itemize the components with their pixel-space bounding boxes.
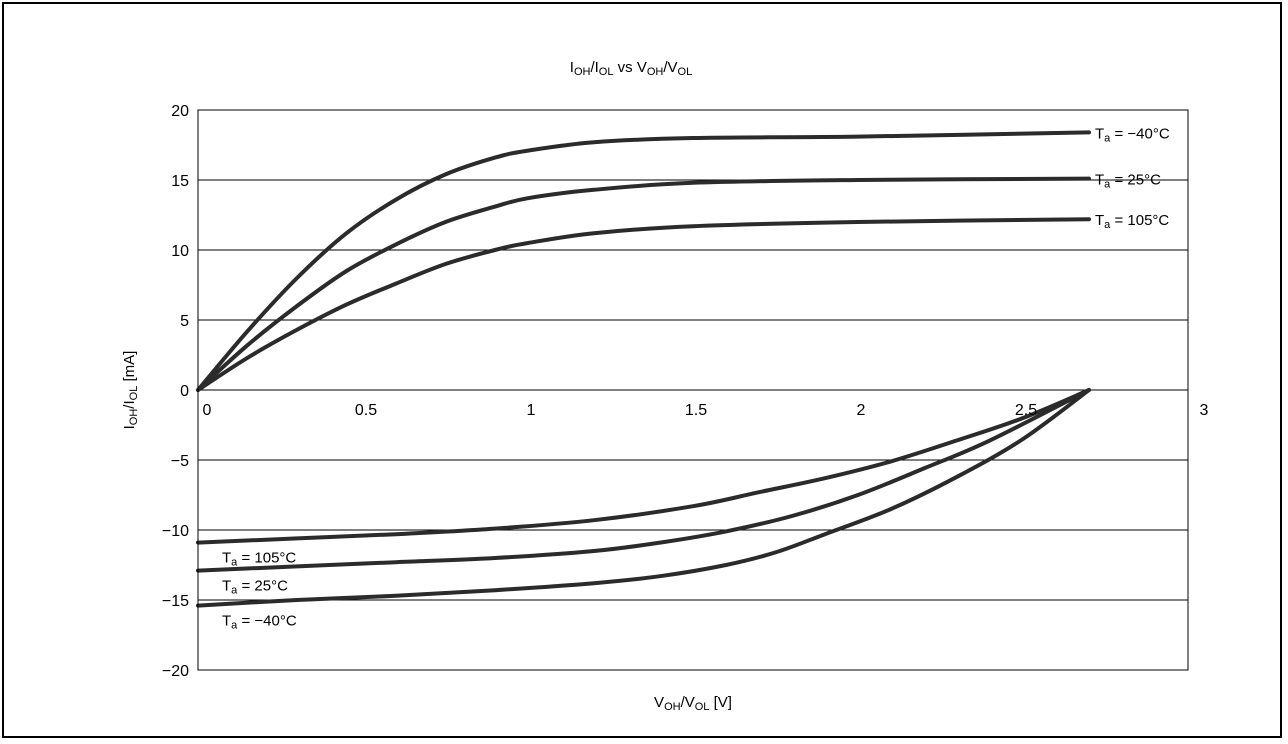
y-tick-label: −10 [162, 523, 189, 540]
title-sub-3: OH [647, 66, 664, 78]
y-tick-label: −20 [162, 663, 189, 680]
y-tick-label: −5 [171, 453, 189, 470]
series-label-3: Ta = −40°C [222, 613, 297, 632]
title-sub-4: OL [678, 66, 693, 78]
series-line-2 [196, 217, 1091, 392]
ylabel-part-3: [mA] [121, 351, 138, 386]
axis-layer: 20 15 10 5 0 −5 −10 −15 −20 0 0.5 1 1.5 2 2.5 3 [162, 103, 1209, 680]
title-part-4: /V [663, 59, 677, 76]
y-tick-label: 0 [180, 383, 189, 400]
x-tick-label: 0 [203, 402, 212, 419]
series-label-1: Ta = 25°C [1095, 172, 1161, 191]
title-sub-1: OH [574, 66, 591, 78]
ylabel-part-2: /I [121, 400, 138, 408]
series-label-5: Ta = 105°C [222, 550, 296, 569]
xlabel-part-1: V [654, 694, 664, 711]
plot-area-border [197, 109, 1189, 671]
x-tick-label: 1.5 [685, 402, 707, 419]
title-part-3: vs V [613, 59, 646, 76]
xlabel-sub-2: OL [695, 701, 710, 713]
x-axis-label: VOH/VOL [V] [654, 694, 732, 713]
y-tick-label: 20 [171, 103, 189, 120]
y-tick-label: 10 [171, 243, 189, 260]
x-tick-label: 3 [1200, 402, 1209, 419]
series-label-2: Ta = 105°C [1095, 212, 1169, 231]
series-line-5 [196, 388, 1091, 545]
title-part-2: /I [590, 59, 598, 76]
title-part-1: I [570, 59, 574, 76]
x-tick-label: 0.5 [355, 402, 377, 419]
y-axis-label: IOH/IOL [mA] [121, 351, 140, 430]
series-line-1 [196, 176, 1091, 392]
xlabel-part-2: /V [681, 694, 695, 711]
ylabel-sub-2: OL [128, 386, 140, 401]
series-line-0 [196, 130, 1091, 392]
title-sub-2: OL [599, 66, 614, 78]
xlabel-part-3: [V] [709, 694, 732, 711]
xlabel-sub-1: OH [664, 701, 681, 713]
y-tick-label: 15 [171, 173, 189, 190]
ylabel-part-1: I [121, 425, 138, 429]
series-label-4: Ta = 25°C [222, 578, 288, 597]
x-tick-label: 1 [527, 402, 536, 419]
chart-title: IOH/IOL vs VOH/VOL [570, 59, 692, 78]
x-tick-label: 2 [857, 402, 866, 419]
x-tick-label: 2.5 [1015, 402, 1037, 419]
series-line-4 [196, 388, 1091, 573]
y-tick-label: −15 [162, 593, 189, 610]
ylabel-sub-1: OH [128, 409, 140, 426]
series-label-0: Ta = −40°C [1095, 125, 1170, 144]
y-tick-label: 5 [180, 313, 189, 330]
series-layer [196, 130, 1091, 608]
series-label-layer: Ta = −40°C Ta = 25°C Ta = 105°C Ta = −40°C T… [222, 125, 1170, 631]
series-line-3 [196, 388, 1091, 608]
